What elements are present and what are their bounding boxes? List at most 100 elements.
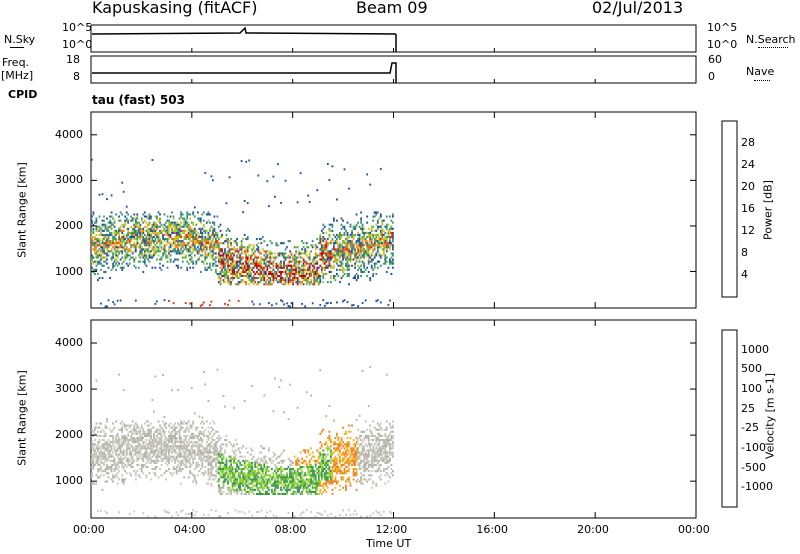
power-cell (147, 223, 149, 226)
velocity-cell (290, 461, 293, 464)
velocity-cell (339, 461, 341, 464)
velocity-cell (330, 474, 332, 477)
velocity-cell (239, 476, 241, 479)
power-cell (313, 270, 316, 273)
velocity-cell (195, 445, 198, 448)
power-cell (177, 223, 179, 226)
velocity-cell (157, 449, 160, 452)
power-cell (103, 252, 105, 255)
velocity-cell (151, 447, 154, 450)
power-cell (236, 260, 238, 263)
power-cell (122, 266, 125, 269)
velocity-cell (307, 466, 310, 469)
power-cell (319, 303, 322, 306)
velocity-cell (207, 449, 210, 452)
velocity-cell (252, 476, 255, 479)
velocity-cell (174, 426, 176, 429)
power-cell (175, 250, 178, 253)
power-cell (255, 266, 258, 269)
velocity-cell (264, 470, 267, 473)
power-cell (336, 254, 338, 257)
power-cell (133, 260, 136, 263)
power-cell (156, 231, 158, 234)
velocity-cell (148, 455, 151, 458)
power-cell (376, 219, 379, 222)
power-cell (349, 252, 352, 255)
power-cell (98, 277, 101, 280)
power-cell (333, 233, 335, 236)
power-cell (163, 229, 166, 232)
power-cell (251, 258, 254, 261)
velocity-cell (140, 457, 143, 460)
power-cell (381, 221, 384, 224)
velocity-cell (246, 486, 249, 489)
velocity-cell (280, 480, 282, 483)
power-cell (251, 277, 254, 280)
power-cell (165, 231, 167, 234)
velocity-cell (336, 468, 338, 471)
velocity-cell (94, 439, 96, 442)
velocity-cell (317, 480, 320, 483)
power-cell (342, 246, 344, 249)
power-cell (245, 281, 248, 284)
power-cell (212, 221, 214, 224)
velocity-cell (245, 484, 248, 487)
power-cell (373, 244, 376, 247)
power-cell (106, 262, 108, 265)
velocity-cell (207, 457, 210, 460)
velocity-cell (113, 426, 116, 429)
power-cell (334, 236, 337, 239)
velocity-cell (308, 484, 311, 487)
velocity-cell (333, 461, 335, 464)
power-cell (382, 229, 385, 232)
power-cell (130, 238, 133, 241)
velocity-cell (210, 482, 213, 485)
power-cell (134, 246, 137, 249)
power-cell (218, 246, 220, 249)
velocity-cell (134, 432, 137, 435)
power-cell (91, 158, 93, 161)
velocity-cell (280, 466, 282, 469)
power-cell (137, 231, 140, 234)
velocity-cell (124, 478, 127, 481)
velocity-cell (230, 463, 232, 466)
power-cell (101, 225, 104, 228)
power-cell (204, 268, 207, 271)
power-cell (133, 258, 136, 261)
power-cell (171, 221, 173, 224)
velocity-cell (163, 447, 166, 450)
velocity-cell (162, 430, 164, 433)
velocity-cell (178, 428, 181, 431)
power-cell (189, 213, 192, 216)
power-cell (289, 281, 291, 284)
power-cell (310, 262, 313, 265)
power-cell (240, 279, 243, 282)
power-cell (384, 236, 387, 239)
power-cell (295, 262, 297, 265)
power-cell (385, 244, 388, 247)
velocity-cell (169, 449, 172, 452)
power-cell (333, 256, 335, 259)
velocity-cell (323, 474, 326, 477)
power-cell (183, 229, 186, 232)
power-cell (385, 223, 388, 226)
power-cell (343, 233, 346, 236)
power-cell (159, 229, 161, 232)
velocity-cell (219, 515, 222, 518)
power-cell (361, 270, 364, 273)
power-cell (153, 250, 155, 253)
velocity-cell (180, 482, 182, 485)
power-cell (221, 254, 223, 257)
velocity-cell (228, 474, 231, 477)
velocity-cell (326, 476, 329, 479)
velocity-cell (236, 466, 238, 469)
power-cell (280, 299, 282, 302)
velocity-cell (342, 457, 344, 460)
power-cell (233, 277, 235, 280)
velocity-cell (216, 457, 219, 460)
power-cell (237, 270, 240, 273)
velocity-cell (192, 509, 195, 512)
power-cell (389, 244, 391, 247)
velocity-cell (151, 455, 154, 458)
velocity-cell (190, 441, 193, 444)
